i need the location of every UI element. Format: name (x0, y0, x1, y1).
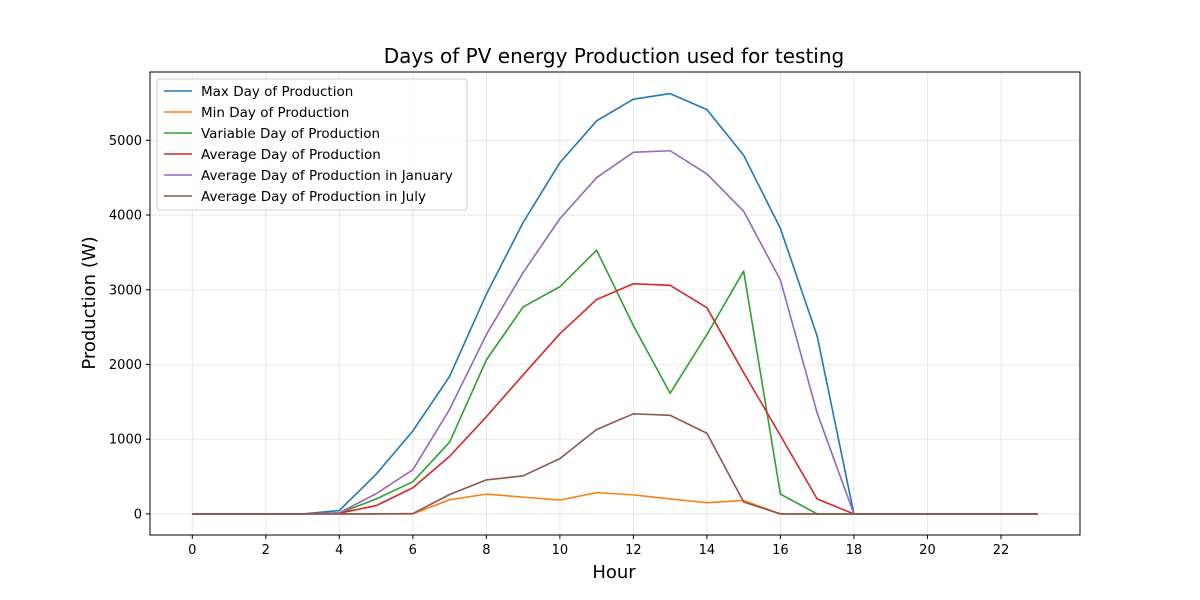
y-tick-label: 5000 (109, 134, 142, 149)
legend-label-5: Average Day of Production in January (201, 168, 453, 184)
x-tick-label: 0 (188, 543, 196, 558)
y-tick-label: 1000 (109, 433, 142, 448)
x-tick-label: 2 (262, 543, 270, 558)
x-tick-label: 10 (552, 543, 569, 558)
x-tick-label: 20 (919, 543, 936, 558)
x-tick-label: 18 (846, 543, 863, 558)
x-axis-label: Hour (592, 562, 636, 583)
x-axis-ticks: 0 2 4 6 8 10 12 14 16 18 20 22 (188, 535, 1009, 558)
legend: Max Day of Production Min Day of Producti… (156, 78, 468, 211)
x-tick-label: 22 (993, 543, 1010, 558)
series-line-6 (192, 412, 1038, 515)
series-line-4 (192, 282, 1038, 515)
plot-frame (149, 71, 1081, 536)
y-tick-label: 0 (134, 507, 142, 522)
y-axis-ticks: 0 1000 2000 3000 4000 5000 (109, 134, 150, 522)
x-tick-label: 6 (409, 543, 417, 558)
legend-box (156, 78, 468, 211)
y-tick-label: 2000 (109, 358, 142, 373)
series-line-2 (192, 491, 1038, 515)
legend-label-1: Max Day of Production (201, 84, 353, 100)
y-tick-label: 4000 (109, 209, 142, 224)
y-tick-label: 3000 (109, 283, 142, 298)
chart-title: Days of PV energy Production used for te… (384, 44, 844, 68)
legend-label-3: Variable Day of Production (201, 126, 380, 142)
legend-label-2: Min Day of Production (201, 105, 349, 121)
legend-label-4: Average Day of Production (201, 147, 381, 163)
legend-label-6: Average Day of Production in July (201, 189, 426, 205)
x-tick-label: 12 (625, 543, 642, 558)
x-tick-label: 16 (772, 543, 789, 558)
x-tick-label: 14 (699, 543, 716, 558)
x-tick-label: 8 (482, 543, 490, 558)
series-lines (192, 92, 1038, 515)
x-tick-label: 4 (335, 543, 343, 558)
y-axis-label: Production (W) (79, 236, 100, 369)
